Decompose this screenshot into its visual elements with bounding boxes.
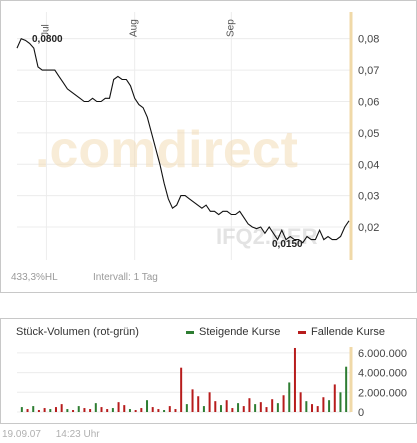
volume-bar xyxy=(180,367,183,412)
volume-bar xyxy=(322,397,325,412)
price-x-tick-label: Jul xyxy=(40,24,51,37)
volume-bar xyxy=(66,409,69,412)
volume-y-tick-label: 6.000.000 xyxy=(358,348,407,360)
volume-bar xyxy=(106,409,109,412)
price-x-tick-label: Sep xyxy=(225,19,236,37)
volume-bar xyxy=(100,407,103,412)
volume-bar xyxy=(32,406,35,412)
watermark-ticker: IFQ2.BER xyxy=(216,224,318,249)
footer-date: 19.09.07 xyxy=(2,429,41,440)
volume-bar xyxy=(185,404,188,412)
volume-bar xyxy=(37,410,40,412)
volume-bar xyxy=(77,406,80,412)
volume-chart-panel: 6.000.000 4.000.000 2.000.000 0 xyxy=(0,318,417,424)
volume-bar xyxy=(316,406,319,412)
hl-percentage: 433,3%HL xyxy=(11,272,58,283)
volume-bar xyxy=(60,404,63,412)
price-y-tick-label: 0,08 xyxy=(358,34,379,46)
volume-bar xyxy=(151,407,154,412)
price-y-tick-label: 0,06 xyxy=(358,96,379,108)
volume-bar xyxy=(231,408,234,412)
volume-bar xyxy=(225,400,228,412)
legend-falling-label: Fallende Kurse xyxy=(311,326,385,338)
volume-bar xyxy=(276,403,279,412)
legend-falling: Fallende Kurse xyxy=(298,326,385,338)
volume-bar xyxy=(328,400,331,412)
volume-bar xyxy=(242,406,245,412)
volume-bar xyxy=(43,408,46,412)
price-y-tick-label: 0,02 xyxy=(358,222,379,234)
watermark-brand: .comdirect xyxy=(35,121,298,179)
price-y-tick-label: 0,05 xyxy=(358,128,379,140)
volume-bar xyxy=(26,409,29,412)
volume-chart-title: Stück-Volumen (rot-grün) xyxy=(16,326,139,338)
volume-bar xyxy=(293,347,296,412)
volume-bar xyxy=(191,389,194,412)
legend-rising-label: Steigende Kurse xyxy=(199,326,281,338)
volume-y-tick-label: 4.000.000 xyxy=(358,368,407,380)
volume-bar xyxy=(146,400,149,412)
volume-bar xyxy=(345,366,348,412)
legend-falling-swatch xyxy=(298,330,306,334)
volume-bar xyxy=(89,409,92,412)
volume-bar xyxy=(197,396,200,412)
volume-bar xyxy=(163,410,166,412)
volume-bar xyxy=(174,409,177,412)
volume-bar xyxy=(134,410,137,412)
footer-time: 14:23 Uhr xyxy=(55,429,100,440)
price-y-tick-label: 0,07 xyxy=(358,65,379,77)
volume-bar xyxy=(128,409,131,412)
volume-bar xyxy=(117,402,120,412)
volume-bar xyxy=(214,401,217,412)
volume-bar xyxy=(259,402,262,412)
interval-selector[interactable]: Intervall: 1 Tag xyxy=(93,272,158,283)
volume-chart: 6.000.000 4.000.000 2.000.000 0 xyxy=(17,347,407,419)
volume-bar xyxy=(72,410,75,412)
volume-bar xyxy=(311,404,314,412)
volume-bar xyxy=(237,403,240,412)
volume-bar xyxy=(282,395,285,412)
volume-bar xyxy=(83,408,86,412)
price-x-tick-label: Aug xyxy=(129,19,140,37)
volume-bar xyxy=(157,409,160,412)
volume-bar xyxy=(248,398,251,412)
volume-bar xyxy=(168,406,171,412)
volume-bar xyxy=(299,392,302,412)
volume-bar xyxy=(265,407,268,412)
volume-bar xyxy=(333,384,336,412)
price-y-tick-label: 0,03 xyxy=(358,191,379,203)
price-chart-panel: .comdirect IFQ2.BER Jul Aug Sep 0,08 0,07 0,… xyxy=(0,0,417,293)
volume-bar xyxy=(49,409,52,412)
volume-bar xyxy=(271,399,274,412)
volume-bar xyxy=(219,405,222,412)
legend-rising: Steigende Kurse xyxy=(186,326,280,338)
footer-timestamp: 19.09.07 14:23 Uhr xyxy=(2,429,112,440)
volume-bar xyxy=(94,403,97,412)
volume-bar xyxy=(254,404,257,412)
volume-bar xyxy=(20,407,23,412)
volume-y-tick-label: 0 xyxy=(358,407,364,419)
price-chart: .comdirect IFQ2.BER Jul Aug Sep 0,08 0,07 0,… xyxy=(16,12,379,260)
volume-bar xyxy=(111,408,114,412)
volume-bar xyxy=(140,408,143,412)
volume-bar xyxy=(208,392,211,412)
volume-bar xyxy=(202,406,205,412)
volume-bar xyxy=(288,382,291,412)
volume-bar xyxy=(339,392,342,412)
high-annotation: 0,0800 xyxy=(32,34,63,45)
price-series-line xyxy=(16,38,350,244)
legend-rising-swatch xyxy=(186,330,194,334)
volume-bar xyxy=(54,407,57,412)
volume-bar xyxy=(305,401,308,412)
volume-y-tick-label: 2.000.000 xyxy=(358,387,407,399)
volume-bar xyxy=(123,405,126,412)
price-y-tick-label: 0,04 xyxy=(358,159,379,171)
low-annotation: 0,0150 xyxy=(272,239,303,250)
